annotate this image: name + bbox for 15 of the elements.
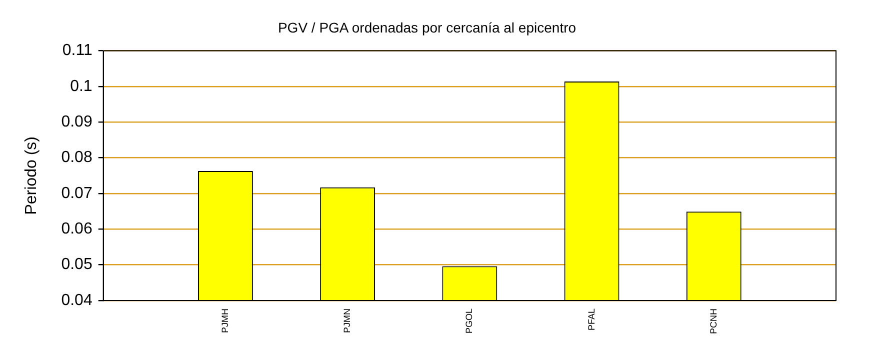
y-tick-label: 0.04 [61,292,92,309]
y-tick-label: 0.07 [61,184,92,202]
x-tick-label: PCNH [708,308,718,334]
chart-title: PGV / PGA ordenadas por cercanía al epicentro [278,19,576,36]
x-tick-label: PFAL [586,308,596,331]
y-tick-label: 0.08 [61,149,92,166]
x-tick-label: PJMH [220,308,230,333]
x-tick-label: PJMN [342,308,352,333]
y-tick-label: 0.06 [61,220,92,238]
y-axis-title: Periodo (s) [23,136,40,215]
y-tick-label: 0.1 [70,78,92,95]
y-tick-label: 0.11 [62,42,92,60]
y-tick-label: 0.09 [61,114,92,131]
x-tick-label: PGOL [464,308,474,334]
y-tick-label: 0.05 [61,256,92,274]
